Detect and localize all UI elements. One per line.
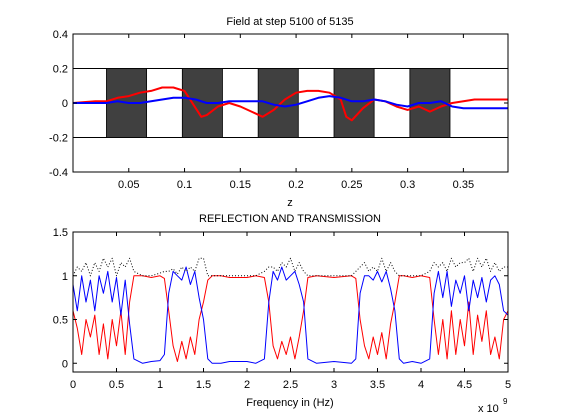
x-tick-label: 4 [418,379,424,391]
x-tick-label: 0.15 [230,179,251,191]
y-tick-label: -0.4 [49,167,68,179]
x-tick-label: 3.5 [370,379,385,391]
bottom-axes-box [72,231,509,373]
y-tick-label: 1 [62,271,68,283]
x-tick-label: 0.35 [453,179,474,191]
x-tick-label: 0.25 [341,179,362,191]
y-tick-label: 0.2 [53,64,68,76]
x-tick-label: 4.5 [457,379,472,391]
top-x-axis-label: z [287,197,293,209]
top-title: Field at step 5100 of 5135 [226,16,353,28]
field-subplot: Field at step 5100 of 5135 0.05 0.1 0.15 0.… [49,16,509,209]
x-scale-factor: x 10 [478,403,499,415]
y-tick-label: 0 [62,98,68,110]
x-tick-label: 0.05 [118,179,139,191]
bottom-series-lines [72,257,509,364]
x-tick-label: 1 [157,379,163,391]
y-tick-label: 0.5 [53,315,68,327]
top-series-lines [72,86,508,122]
bottom-title: REFLECTION AND TRANSMISSION [199,213,381,225]
x-tick-label: 3 [331,379,337,391]
spectrum-series-2-line [72,266,509,364]
x-tick-label: 5 [505,379,511,391]
field-series-1-line [72,86,508,122]
reflection-transmission-subplot: REFLECTION AND TRANSMISSION 0 0.5 1 1.5 2 2.5… [53,213,511,415]
top-y-ticks: -0.4 -0.2 0 0.2 0.4 [49,29,508,179]
dielectric-slab-4 [333,68,375,138]
spectrum-series-1-line [72,275,509,362]
x-tick-label: 2.5 [283,379,298,391]
dielectric-slab-3 [257,68,299,138]
x-tick-label: 0.1 [177,179,192,191]
spectrum-series-3-line [72,257,508,277]
y-tick-label: 0 [62,358,68,370]
y-tick-label: 0.4 [53,29,68,41]
bottom-x-ticks: 0 0.5 1 1.5 2 2.5 3 3.5 4 4.5 5 [70,232,511,391]
x-tick-label: 0.2 [288,179,303,191]
x-tick-label: 2 [244,379,250,391]
x-scale-exponent: 9 [503,397,508,406]
bottom-x-axis-label: Frequency in (Hz) [246,397,333,409]
bottom-y-ticks: 0 0.5 1 1.5 [53,227,508,370]
x-tick-label: 0.3 [400,179,415,191]
x-tick-label: 0 [70,379,76,391]
y-tick-label: 1.5 [53,227,68,239]
x-tick-label: 1.5 [196,379,211,391]
top-x-ticks: 0.05 0.1 0.15 0.2 0.25 0.3 0.35 [118,34,474,191]
y-tick-label: -0.2 [49,133,68,145]
x-tick-label: 0.5 [109,379,124,391]
field-series-2-line [73,95,508,110]
